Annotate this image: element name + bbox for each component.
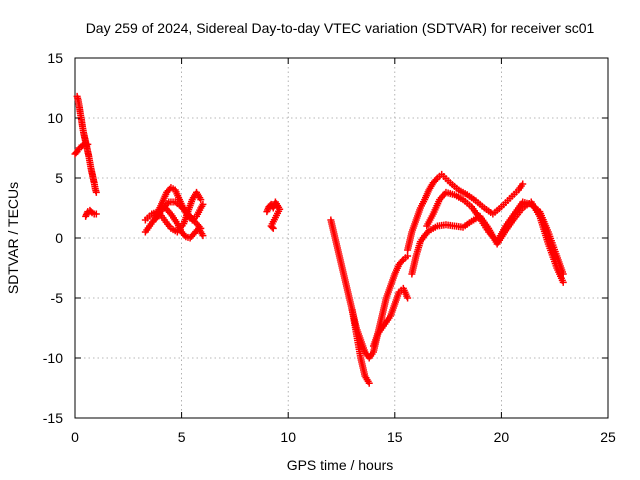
x-tick-label: 5: [178, 429, 186, 445]
data-point: [199, 200, 207, 208]
series-cluster-9h: [263, 198, 284, 232]
x-tick-label: 20: [494, 429, 510, 445]
y-tick-label: 5: [55, 170, 63, 186]
y-tick-label: 15: [47, 50, 63, 66]
series-dip-deep: [348, 306, 373, 387]
data-point: [199, 232, 207, 240]
data-point: [84, 140, 92, 148]
data-point: [197, 196, 205, 204]
data-point: [519, 180, 527, 188]
y-tick-label: 10: [47, 110, 63, 126]
series-dip-lower-recovery: [369, 284, 412, 350]
x-axis-label: GPS time / hours: [287, 457, 394, 473]
data-point: [559, 270, 567, 278]
x-tick-label: 10: [280, 429, 296, 445]
x-tick-label: 15: [387, 429, 403, 445]
data-point: [268, 223, 276, 231]
grid: [75, 58, 608, 418]
chart-title: Day 259 of 2024, Sidereal Day-to-day VTE…: [86, 20, 595, 36]
data-points: [71, 92, 567, 387]
series-early-lower: [71, 139, 92, 158]
data-point: [269, 224, 277, 232]
data-point: [365, 379, 373, 387]
data-point: [197, 224, 205, 232]
data-point: [92, 210, 100, 218]
series-rise-upper: [404, 170, 527, 254]
series-rise-mid: [423, 188, 567, 278]
y-tick-label: -5: [51, 290, 64, 306]
y-tick-label: -15: [43, 410, 63, 426]
y-tick-label: 0: [55, 230, 63, 246]
axis-ticks: 0 5 10 15 20 25 -15 -10 -5 0 5 10 15: [43, 50, 616, 445]
data-point: [404, 252, 412, 260]
series-early-steep: [73, 92, 100, 196]
data-point: [559, 278, 567, 286]
y-axis-label: SDTVAR / TECUs: [5, 182, 21, 294]
series-early-low-cluster: [82, 206, 100, 220]
data-point: [92, 188, 100, 196]
x-tick-label: 0: [71, 429, 79, 445]
data-point: [404, 294, 412, 302]
y-tick-label: -10: [43, 350, 63, 366]
series-mid-d: [152, 198, 205, 232]
x-tick-label: 25: [600, 429, 616, 445]
